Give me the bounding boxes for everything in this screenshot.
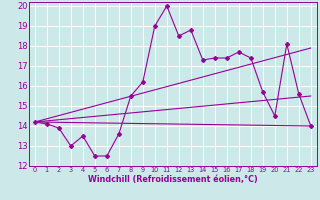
X-axis label: Windchill (Refroidissement éolien,°C): Windchill (Refroidissement éolien,°C) [88, 175, 258, 184]
